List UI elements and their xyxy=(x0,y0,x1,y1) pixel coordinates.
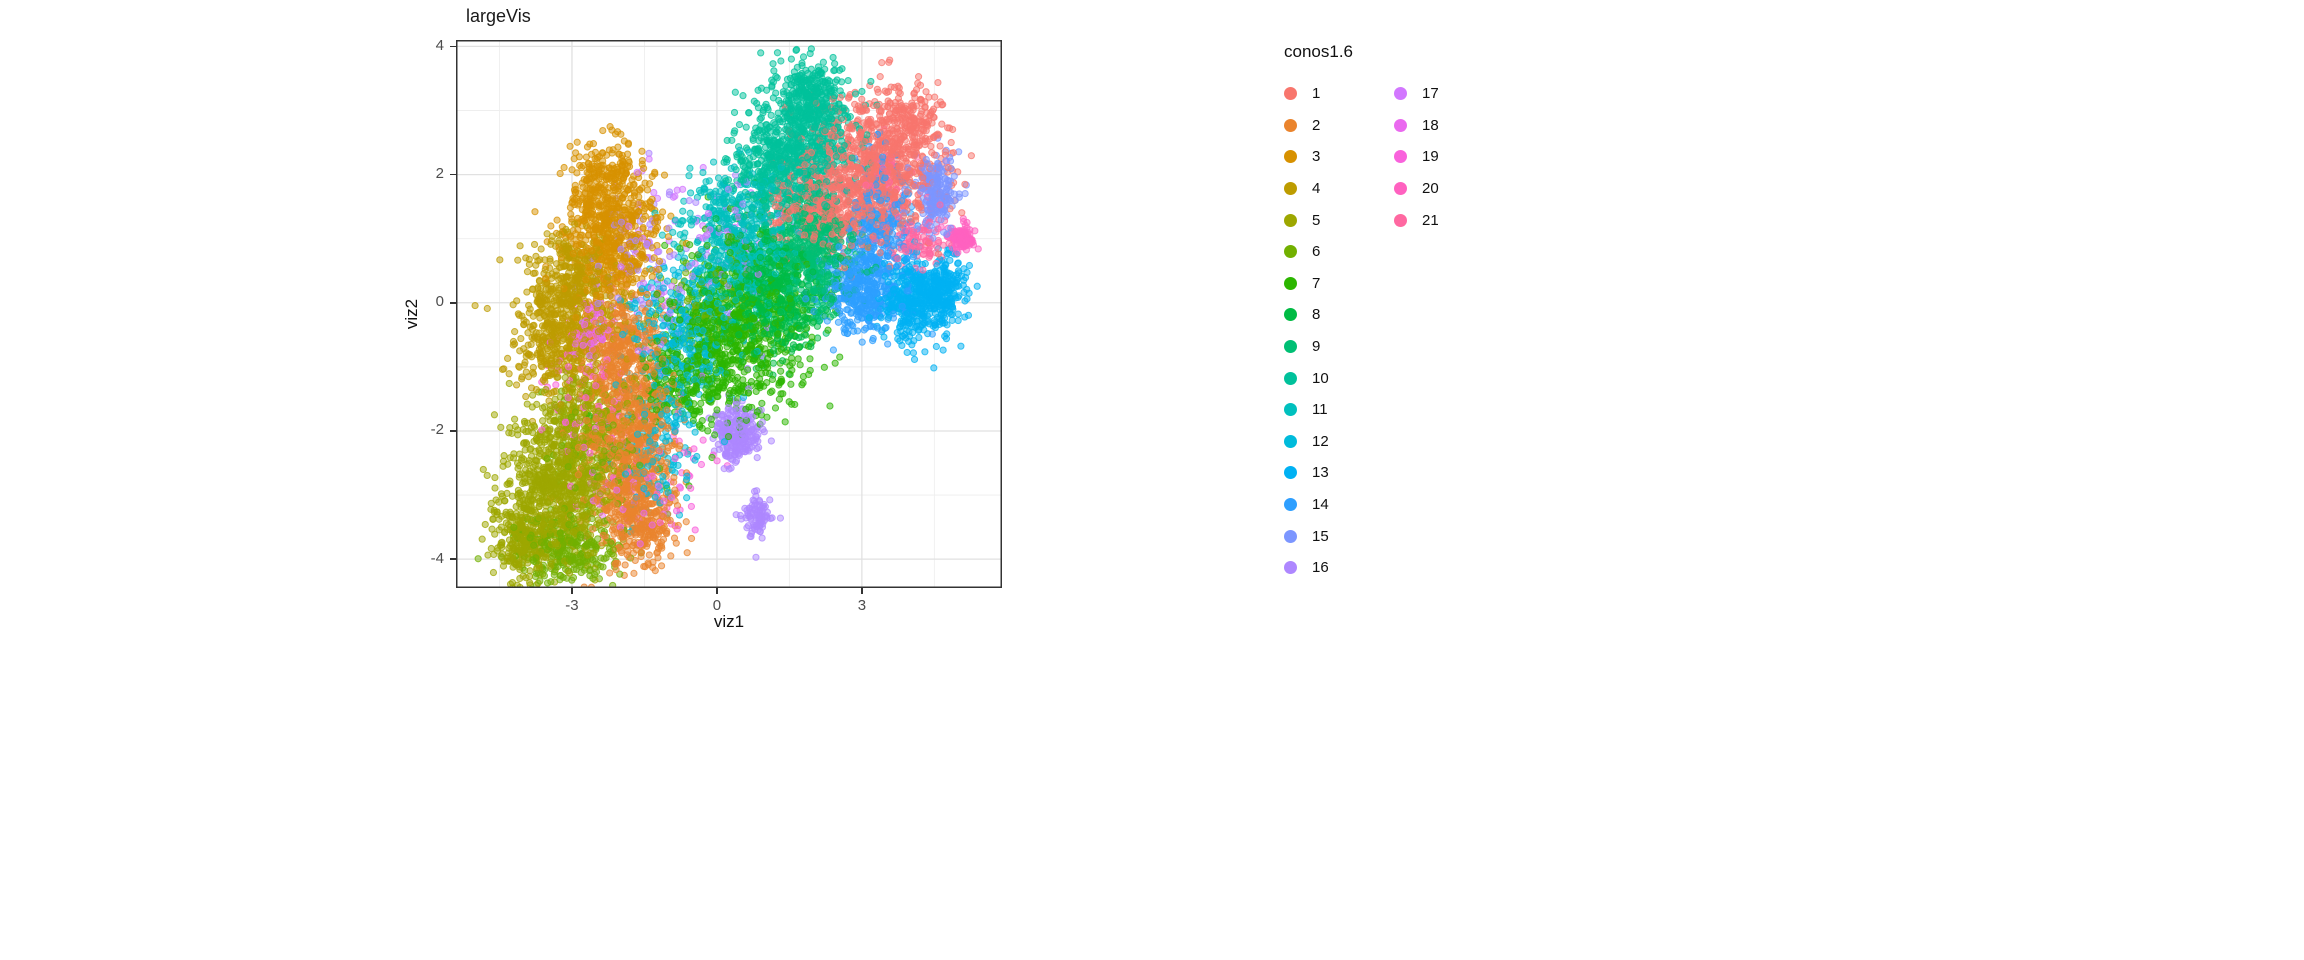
legend-swatch-icon xyxy=(1284,308,1297,322)
legend-item: 20 xyxy=(1394,173,1468,205)
y-tick-label: 4 xyxy=(435,36,444,54)
legend-item-label: 13 xyxy=(1312,464,1329,482)
y-tick-label: -2 xyxy=(430,421,444,439)
y-tick-mark xyxy=(450,430,456,432)
legend-items: 1 2 3 4 5 6 7 8 9 10 11 12 13 14 15 16 17 18 19 20 21 xyxy=(1284,78,1468,584)
legend-title: conos1.6 xyxy=(1284,42,1353,61)
legend-column: 17 18 19 20 21 xyxy=(1394,78,1468,584)
legend-swatch-icon xyxy=(1284,434,1297,448)
legend-item-label: 1 xyxy=(1312,85,1321,103)
y-tick-label: -4 xyxy=(430,549,444,567)
legend-swatch-icon xyxy=(1284,87,1297,101)
legend-item: 8 xyxy=(1284,299,1358,331)
legend-item: 12 xyxy=(1284,426,1358,458)
legend-item: 13 xyxy=(1284,457,1358,489)
legend-column: 1 2 3 4 5 6 7 8 9 10 11 12 13 14 15 16 xyxy=(1284,78,1358,584)
x-tick-label: 0 xyxy=(712,597,722,614)
legend-item-label: 7 xyxy=(1312,274,1321,292)
legend-item-label: 20 xyxy=(1422,180,1439,198)
legend-item-label: 11 xyxy=(1312,401,1328,419)
legend-item: 15 xyxy=(1284,520,1358,552)
legend-item: 1 xyxy=(1284,78,1358,110)
chart-title: largeVis xyxy=(466,6,531,26)
legend-item-label: 9 xyxy=(1312,338,1321,356)
legend-swatch-icon xyxy=(1284,403,1297,417)
legend-item: 14 xyxy=(1284,489,1358,521)
legend-swatch-icon xyxy=(1284,498,1297,512)
legend-item-label: 19 xyxy=(1422,148,1439,166)
x-tick-label: 3 xyxy=(857,597,867,614)
legend-swatch-icon xyxy=(1394,87,1407,101)
legend-item-label: 5 xyxy=(1312,211,1321,229)
legend-swatch-icon xyxy=(1394,118,1407,132)
legend-swatch-icon xyxy=(1284,529,1297,543)
legend-item-label: 14 xyxy=(1312,496,1329,514)
x-tick-mark xyxy=(716,588,718,594)
legend-item: 7 xyxy=(1284,268,1358,300)
legend-item-label: 21 xyxy=(1422,211,1439,229)
legend-swatch-icon xyxy=(1284,561,1297,575)
legend-swatch-icon xyxy=(1284,340,1297,354)
legend-item-label: 18 xyxy=(1422,116,1439,134)
legend-swatch-icon xyxy=(1284,213,1297,227)
legend-item-label: 16 xyxy=(1312,559,1329,577)
x-tick-mark xyxy=(861,588,863,594)
legend-swatch-icon xyxy=(1394,182,1407,196)
legend-swatch-icon xyxy=(1284,150,1297,164)
legend: conos1.6 1 2 3 4 5 6 7 8 9 10 11 12 13 14 15 16 17 18 19 20… xyxy=(1284,42,1468,584)
y-tick-mark xyxy=(450,45,456,48)
legend-item: 16 xyxy=(1284,552,1358,584)
legend-item: 18 xyxy=(1394,110,1468,142)
legend-swatch-icon xyxy=(1284,466,1297,480)
legend-item-label: 17 xyxy=(1422,85,1439,103)
legend-item: 6 xyxy=(1284,236,1358,268)
legend-item-label: 10 xyxy=(1312,369,1329,387)
legend-item: 11 xyxy=(1284,394,1358,426)
x-tick-label: -3 xyxy=(565,597,579,614)
y-axis-title-text: viz2 xyxy=(402,298,421,330)
legend-item-label: 12 xyxy=(1312,432,1329,450)
legend-item: 3 xyxy=(1284,141,1358,173)
legend-item-label: 6 xyxy=(1312,243,1321,261)
y-tick-mark xyxy=(450,558,456,560)
legend-item: 5 xyxy=(1284,204,1358,236)
legend-swatch-icon xyxy=(1284,118,1297,132)
legend-swatch-icon xyxy=(1394,150,1407,164)
legend-item: 2 xyxy=(1284,110,1358,142)
y-tick-mark xyxy=(450,173,456,176)
legend-swatch-icon xyxy=(1284,182,1297,196)
x-axis-title: viz1 xyxy=(713,612,745,631)
legend-item: 10 xyxy=(1284,362,1358,394)
legend-item-label: 2 xyxy=(1312,116,1321,134)
y-tick-label: 0 xyxy=(435,293,444,311)
legend-item: 4 xyxy=(1284,173,1358,205)
legend-item-label: 4 xyxy=(1312,180,1321,198)
legend-item: 9 xyxy=(1284,331,1358,363)
legend-item-label: 3 xyxy=(1312,148,1321,166)
legend-swatch-icon xyxy=(1284,371,1297,385)
x-tick-mark xyxy=(571,588,573,594)
legend-item: 17 xyxy=(1394,78,1468,110)
legend-item-label: 15 xyxy=(1312,527,1329,545)
legend-swatch-icon xyxy=(1394,213,1407,227)
legend-swatch-icon xyxy=(1284,276,1297,290)
plot-panel xyxy=(456,40,1002,588)
legend-item-label: 8 xyxy=(1312,306,1321,324)
y-tick-label: 2 xyxy=(435,165,444,183)
y-tick-mark xyxy=(450,302,456,304)
legend-item: 19 xyxy=(1394,141,1468,173)
legend-item: 21 xyxy=(1394,204,1468,236)
scatter-points-canvas xyxy=(456,40,1002,588)
legend-swatch-icon xyxy=(1284,245,1297,259)
